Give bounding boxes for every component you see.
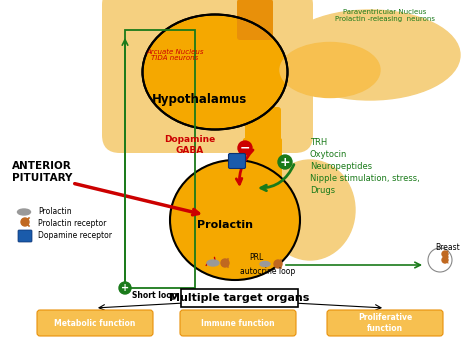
Ellipse shape bbox=[143, 15, 288, 129]
FancyBboxPatch shape bbox=[181, 289, 298, 307]
Circle shape bbox=[278, 155, 292, 169]
Ellipse shape bbox=[143, 15, 288, 129]
Ellipse shape bbox=[280, 10, 460, 100]
Text: +: + bbox=[121, 283, 129, 293]
Text: Short loop: Short loop bbox=[132, 290, 178, 299]
Text: Drugs: Drugs bbox=[310, 186, 335, 195]
Ellipse shape bbox=[207, 260, 219, 266]
Circle shape bbox=[119, 282, 131, 294]
Text: Metabolic function: Metabolic function bbox=[55, 318, 136, 328]
Ellipse shape bbox=[280, 43, 380, 97]
Ellipse shape bbox=[260, 262, 270, 266]
Text: Breast: Breast bbox=[436, 243, 460, 252]
Text: Immune function: Immune function bbox=[201, 318, 275, 328]
Text: Prolactin: Prolactin bbox=[38, 208, 72, 217]
Ellipse shape bbox=[18, 209, 30, 215]
Text: Multiple target organs: Multiple target organs bbox=[169, 293, 309, 303]
Circle shape bbox=[274, 260, 282, 268]
Text: Neuropeptides: Neuropeptides bbox=[310, 162, 372, 171]
Circle shape bbox=[221, 259, 229, 267]
FancyBboxPatch shape bbox=[37, 310, 153, 336]
Text: Hypothalamus: Hypothalamus bbox=[152, 94, 247, 106]
FancyBboxPatch shape bbox=[102, 0, 313, 153]
FancyBboxPatch shape bbox=[180, 310, 296, 336]
Text: Nipple stimulation, stress,: Nipple stimulation, stress, bbox=[310, 174, 420, 183]
Bar bbox=[125, 30, 195, 288]
Text: Prolactin: Prolactin bbox=[197, 220, 253, 230]
Ellipse shape bbox=[133, 8, 298, 136]
Text: Arcuate Nucleus
TIDA neurons: Arcuate Nucleus TIDA neurons bbox=[146, 48, 204, 62]
Text: TRH: TRH bbox=[310, 138, 327, 147]
FancyBboxPatch shape bbox=[228, 153, 246, 169]
FancyBboxPatch shape bbox=[245, 107, 281, 168]
Text: PRL: PRL bbox=[250, 254, 264, 263]
Circle shape bbox=[442, 251, 448, 257]
Ellipse shape bbox=[170, 160, 300, 280]
FancyBboxPatch shape bbox=[243, 138, 282, 192]
Text: Prolactin receptor: Prolactin receptor bbox=[38, 219, 106, 228]
Text: Dopamine receptor: Dopamine receptor bbox=[38, 232, 112, 241]
Text: ANTERIOR
PITUITARY: ANTERIOR PITUITARY bbox=[12, 161, 72, 183]
Text: Dopamine
GABA: Dopamine GABA bbox=[164, 135, 216, 155]
FancyBboxPatch shape bbox=[237, 0, 273, 40]
Text: +: + bbox=[280, 155, 290, 169]
Text: Proliferative
function: Proliferative function bbox=[358, 313, 412, 333]
PathPatch shape bbox=[255, 115, 275, 145]
Circle shape bbox=[21, 218, 29, 226]
FancyBboxPatch shape bbox=[327, 310, 443, 336]
Text: autocrine loop: autocrine loop bbox=[240, 267, 295, 276]
Circle shape bbox=[238, 141, 252, 155]
Text: Oxytocin: Oxytocin bbox=[310, 150, 347, 159]
Circle shape bbox=[442, 257, 448, 263]
Text: −: − bbox=[240, 142, 250, 154]
Text: Paraventricular Nucleus
Prolactin -releasing  neurons: Paraventricular Nucleus Prolactin -relea… bbox=[335, 8, 435, 22]
Ellipse shape bbox=[265, 160, 355, 260]
FancyBboxPatch shape bbox=[18, 230, 32, 242]
